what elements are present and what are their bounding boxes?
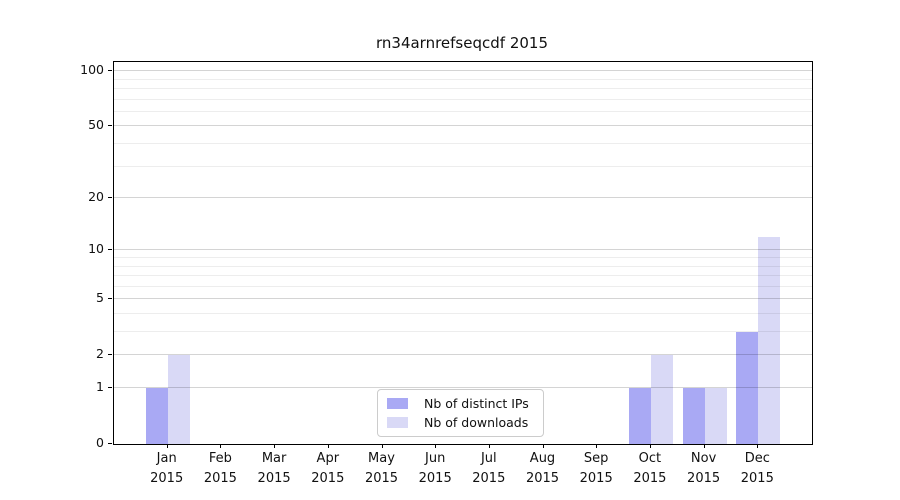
y-axis-tick: [108, 124, 112, 126]
gridline-minor: [114, 165, 812, 167]
x-axis-tick: [327, 444, 329, 448]
legend-item-downloads: Nb of downloads: [387, 415, 529, 430]
gridline-major: [114, 354, 812, 356]
bar-ips-oct: [628, 388, 651, 444]
y-axis-tick: [108, 386, 112, 388]
y-axis-tick: [108, 196, 112, 198]
bar-downloads-nov: [704, 388, 727, 444]
bar-downloads-oct: [650, 355, 673, 444]
plot-area: Nb of distinct IPs Nb of downloads: [113, 61, 813, 445]
x-axis-tick: [220, 444, 222, 448]
y-axis-tick: [108, 248, 112, 250]
x-axis-tick: [649, 444, 651, 448]
gridline-major: [114, 387, 812, 388]
bar-ips-nov: [682, 388, 705, 444]
bar-ips-dec: [736, 332, 759, 444]
gridline-major: [114, 197, 812, 198]
y-axis-tick-label: 20: [88, 189, 104, 204]
gridline-minor: [114, 110, 812, 112]
x-axis-tick: [542, 444, 544, 448]
y-axis-tick: [108, 69, 112, 71]
chart-title: rn34arnrefseqcdf 2015: [375, 34, 548, 52]
x-axis-tick-label: Oct 2015: [633, 451, 667, 487]
gridline-minor: [114, 265, 812, 267]
x-axis-tick: [596, 444, 598, 448]
bar-ips-jan: [145, 388, 168, 444]
legend-swatch-downloads: [387, 417, 408, 428]
x-axis-tick: [166, 444, 168, 448]
bar-downloads-jan: [167, 355, 190, 444]
bar-downloads-dec: [758, 236, 781, 444]
x-axis-tick: [274, 444, 276, 448]
y-axis-tick: [108, 442, 112, 444]
x-axis-tick-label: Jan 2015: [150, 451, 184, 487]
x-axis-tick-label: Jun 2015: [418, 451, 452, 487]
x-axis-tick-label: Jul 2015: [472, 451, 506, 487]
gridline-major: [114, 298, 812, 300]
gridline-minor: [114, 256, 812, 258]
x-axis-tick-label: Mar 2015: [257, 451, 291, 487]
y-axis-tick-label: 50: [88, 117, 104, 133]
gridline-major: [114, 70, 812, 72]
legend-label-downloads: Nb of downloads: [424, 415, 529, 430]
x-axis-tick-label: Nov 2015: [687, 451, 721, 487]
x-axis-tick: [488, 444, 490, 448]
x-axis-tick: [381, 444, 383, 448]
gridline-major: [114, 249, 812, 251]
x-axis-tick-label: Apr 2015: [311, 451, 345, 487]
y-axis-tick-label: 5: [96, 290, 104, 306]
gridline-major: [114, 125, 812, 127]
x-axis-tick-label: May 2015: [364, 451, 399, 487]
x-axis-tick: [703, 444, 705, 448]
x-axis-tick: [435, 444, 437, 448]
x-axis-tick-label: Feb 2015: [203, 451, 237, 487]
legend-swatch-distinct-ips: [387, 398, 408, 409]
legend-label-distinct-ips: Nb of distinct IPs: [424, 396, 529, 411]
gridline-minor: [114, 87, 812, 89]
gridline-minor: [114, 78, 812, 80]
gridline-minor: [114, 275, 812, 276]
x-axis-tick-label: Dec 2015: [740, 451, 774, 487]
x-axis-tick-label: Aug 2015: [525, 451, 560, 487]
gridline-minor: [114, 312, 812, 314]
y-axis-tick-label: 0: [96, 435, 104, 450]
y-axis-tick: [108, 353, 112, 355]
y-axis-tick-label: 100: [80, 62, 104, 78]
y-axis-tick-label: 1: [96, 379, 104, 394]
gridline-minor: [114, 285, 812, 287]
gridline-minor: [114, 142, 812, 144]
y-axis-tick-label: 2: [96, 346, 104, 362]
gridline-minor: [114, 98, 812, 100]
legend-item-distinct-ips: Nb of distinct IPs: [387, 396, 529, 411]
x-axis-tick: [757, 444, 759, 448]
y-axis-tick: [108, 297, 112, 299]
gridline-minor: [114, 331, 812, 332]
legend: Nb of distinct IPs Nb of downloads: [377, 389, 544, 437]
y-axis-tick-label: 10: [88, 241, 104, 257]
x-axis-tick-label: Sep 2015: [579, 451, 613, 487]
